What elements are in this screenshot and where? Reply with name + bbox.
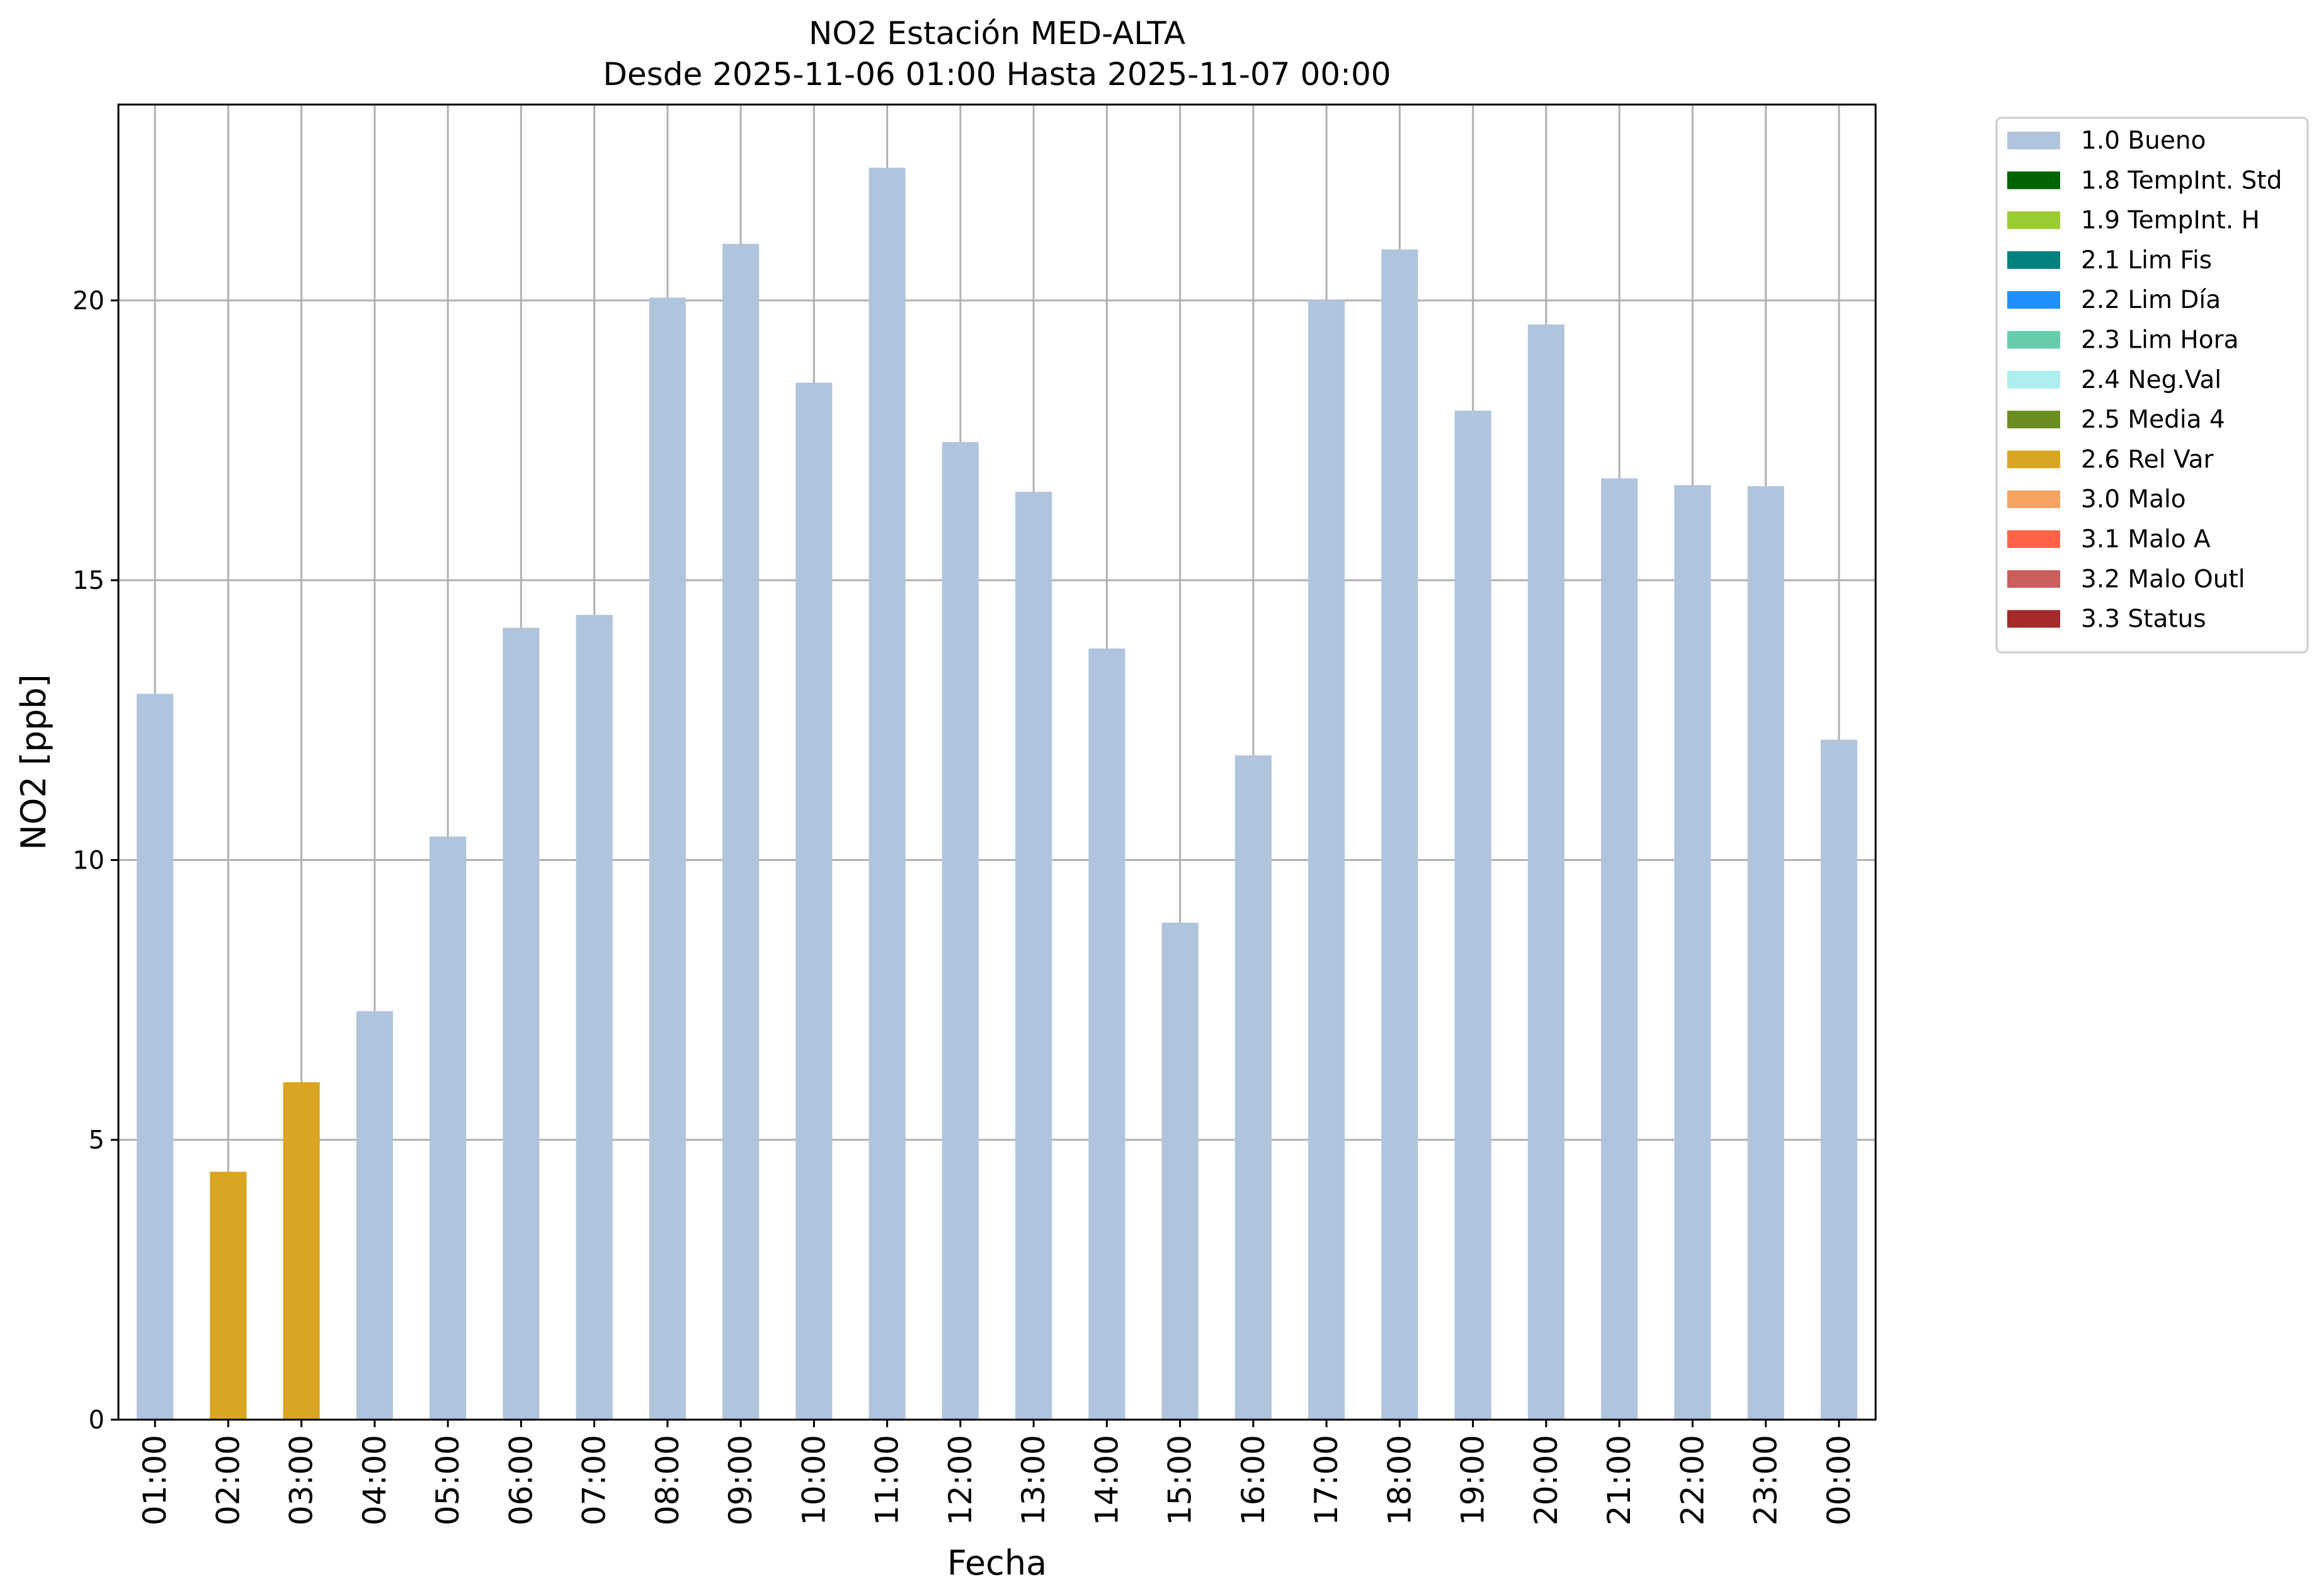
bar-1800 [1381, 249, 1418, 1420]
legend-label: 2.2 Lim Día [2081, 286, 2221, 314]
legend-label: 3.0 Malo [2081, 486, 2186, 514]
legend-swatch [2007, 570, 2060, 588]
y-tick-label: 10 [72, 846, 105, 875]
bar-0200 [210, 1171, 247, 1420]
x-tick-label: 18:00 [1381, 1435, 1418, 1525]
legend-label: 2.4 Neg.Val [2081, 366, 2221, 394]
x-axis-label: Fecha [947, 1543, 1047, 1583]
x-tick-label: 00:00 [1821, 1435, 1857, 1525]
legend-swatch [2007, 132, 2060, 149]
legend: 1.0 Bueno 1.8 TempInt. Std 1.9 TempInt. H 2… [1995, 117, 2309, 654]
x-tick-label: 14:00 [1088, 1435, 1125, 1525]
x-tick-label: 17:00 [1308, 1435, 1345, 1525]
legend-label: 1.8 TempInt. Std [2081, 166, 2282, 195]
x-tick-label: 12:00 [942, 1435, 979, 1525]
chart-title: NO2 Estación MED-ALTA [809, 15, 1185, 52]
y-axis-label: NO2 [ppb] [14, 674, 54, 850]
bar-0400 [356, 1011, 393, 1420]
x-tick-label: 03:00 [283, 1435, 320, 1525]
x-tick-label: 21:00 [1601, 1435, 1638, 1525]
x-tick-label: 05:00 [430, 1435, 466, 1525]
bar-1500 [1161, 923, 1199, 1420]
x-tick-label: 10:00 [795, 1435, 832, 1525]
bar-1900 [1454, 411, 1491, 1420]
bar-2200 [1674, 485, 1711, 1420]
legend-label: 3.2 Malo Outl [2081, 565, 2245, 593]
legend-label: 2.6 Rel Var [2081, 445, 2214, 474]
x-tick-label: 23:00 [1748, 1435, 1784, 1525]
legend-label: 3.1 Malo A [2081, 525, 2211, 554]
bar-1600 [1234, 755, 1272, 1420]
x-tick-label: 04:00 [356, 1435, 393, 1525]
legend-label: 2.1 Lim Fis [2081, 246, 2212, 275]
bar-0300 [283, 1082, 320, 1420]
bar-0600 [503, 627, 540, 1420]
x-tick-label: 09:00 [722, 1435, 759, 1525]
x-tick-label: 11:00 [869, 1435, 906, 1525]
bar-0800 [649, 297, 686, 1420]
bar-2300 [1747, 486, 1784, 1420]
x-tick-label: 07:00 [576, 1435, 613, 1525]
x-axis: 01:00 02:00 03:00 04:00 05:00 06:00 07:00 08:00… [137, 1420, 1857, 1525]
bars [137, 168, 1857, 1420]
bar-1100 [869, 168, 906, 1420]
bar-1400 [1088, 648, 1125, 1420]
legend-frame [1995, 117, 2309, 654]
legend-swatch [2007, 251, 2060, 269]
x-tick-label: 06:00 [503, 1435, 539, 1525]
chart-subtitle: Desde 2025-11-06 01:00 Hasta 2025-11-07 … [603, 56, 1391, 93]
bar-0100 [137, 693, 174, 1420]
bar-1000 [795, 382, 833, 1420]
legend-swatch [2007, 530, 2060, 548]
bar-1300 [1015, 491, 1052, 1420]
legend-label: 1.0 Bueno [2081, 127, 2206, 155]
bar-0000 [1820, 739, 1857, 1420]
plot-frame [117, 103, 1877, 1421]
legend-swatch [2007, 610, 2060, 628]
legend-swatch [2007, 211, 2060, 229]
legend-label: 2.5 Media 4 [2081, 406, 2225, 434]
y-tick-label: 20 [72, 287, 105, 316]
y-tick-label: 5 [89, 1126, 105, 1155]
legend-swatch [2007, 411, 2060, 429]
y-tick-label: 0 [89, 1406, 105, 1435]
legend-label: 2.3 Lim Hora [2081, 326, 2239, 355]
bar-1700 [1308, 300, 1345, 1420]
legend-swatch [2007, 370, 2060, 389]
bar-0900 [722, 244, 760, 1420]
x-tick-label: 20:00 [1528, 1435, 1564, 1525]
legend-swatch [2007, 490, 2060, 508]
bar-0500 [430, 836, 467, 1420]
legend-swatch [2007, 331, 2060, 349]
bar-2100 [1601, 478, 1638, 1420]
x-tick-label: 01:00 [137, 1435, 173, 1525]
legend-label: 3.3 Status [2081, 605, 2206, 634]
legend-swatch [2007, 171, 2060, 190]
legend-swatch [2007, 291, 2060, 309]
x-tick-label: 22:00 [1674, 1435, 1711, 1525]
legend-swatch [2007, 450, 2060, 469]
x-tick-label: 08:00 [649, 1435, 686, 1525]
y-axis: 0 5 10 15 20 [72, 287, 118, 1435]
bar-0700 [576, 615, 613, 1420]
x-tick-label: 15:00 [1162, 1435, 1199, 1525]
x-tick-label: 16:00 [1235, 1435, 1272, 1525]
x-tick-label: 02:00 [210, 1435, 246, 1525]
x-tick-label: 19:00 [1455, 1435, 1491, 1525]
x-tick-label: 13:00 [1015, 1435, 1052, 1525]
bar-2000 [1527, 324, 1564, 1420]
bar-1200 [942, 442, 979, 1420]
y-tick-label: 15 [72, 566, 105, 595]
legend-label: 1.9 TempInt. H [2081, 207, 2260, 235]
